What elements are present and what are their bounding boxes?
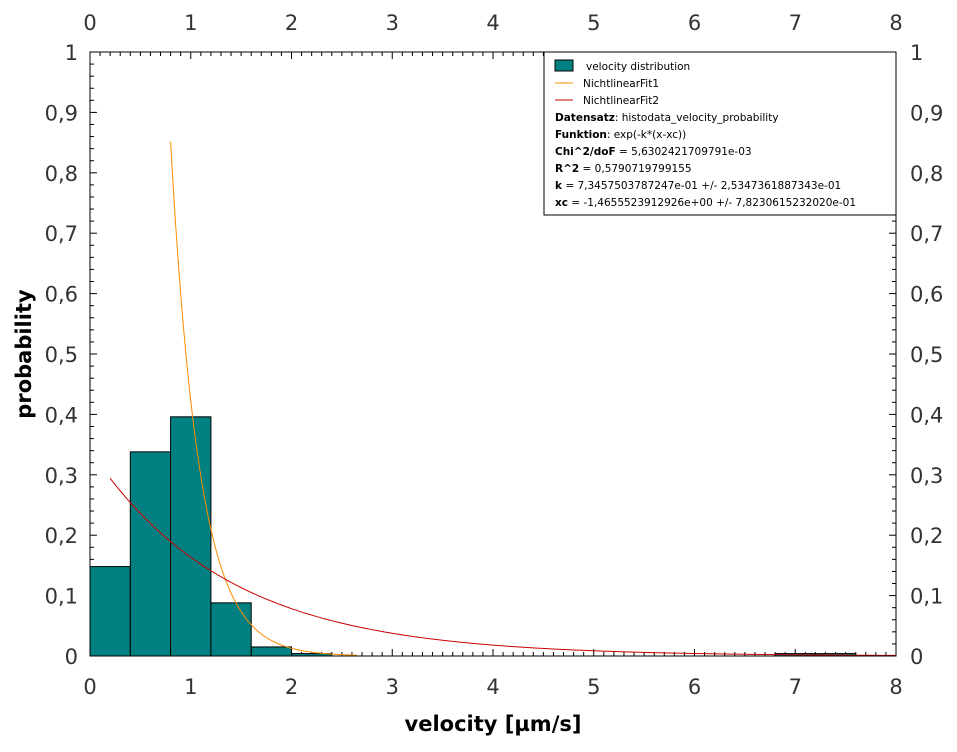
x-tick-label-bottom: 1: [184, 675, 197, 699]
x-tick-label-top: 1: [184, 11, 197, 35]
x-tick-label-top: 0: [83, 11, 96, 35]
y-tick-label-right: 0,5: [910, 343, 943, 367]
x-tick-label-top: 3: [386, 11, 399, 35]
legend-label: velocity distribution: [586, 61, 690, 73]
y-tick-label-right: 1: [910, 41, 923, 65]
x-tick-label-top: 5: [587, 11, 600, 35]
x-tick-label-bottom: 6: [688, 675, 701, 699]
fit-curves: [109, 141, 897, 656]
x-tick-label-top: 4: [486, 11, 499, 35]
legend: velocity distribution NichtlinearFit1 Nich…: [543, 51, 897, 216]
x-tick-label-bottom: 3: [386, 675, 399, 699]
x-tick-label-bottom: 7: [789, 675, 802, 699]
legend-stat: Funktion: exp(-k*(x-xc)): [555, 129, 686, 141]
x-tick-label-bottom: 8: [889, 675, 902, 699]
y-tick-label-left: 0,6: [45, 283, 78, 307]
histogram-bar: [170, 416, 212, 657]
x-axis-title: velocity [µm/s]: [405, 712, 582, 736]
histogram-bar: [250, 646, 292, 657]
y-tick-label-right: 0,9: [910, 101, 943, 125]
y-tick-label-right: 0,1: [910, 585, 943, 609]
legend-stat: k = 7,3457503787247e-01 +/- 2,5347361887…: [555, 180, 841, 192]
y-tick-label-right: 0,4: [910, 403, 943, 427]
fit-curve: [109, 477, 897, 656]
legend-stat: Datensatz: histodata_velocity_probabilit…: [555, 112, 779, 124]
x-tick-label-bottom: 2: [285, 675, 298, 699]
x-tick-label-top: 7: [789, 11, 802, 35]
y-tick-label-left: 0,5: [45, 343, 78, 367]
y-tick-label-right: 0,8: [910, 162, 943, 186]
legend-swatch: [554, 59, 574, 72]
y-tick-label-left: 0,4: [45, 403, 78, 427]
x-tick-label-bottom: 0: [83, 675, 96, 699]
y-tick-label-left: 0,9: [45, 101, 78, 125]
plot-frame: [89, 51, 897, 657]
y-tick-label-right: 0,6: [910, 283, 943, 307]
histogram-bar: [89, 566, 131, 657]
y-tick-label-right: 0,2: [910, 524, 943, 548]
y-tick-label-right: 0,3: [910, 464, 943, 488]
histogram-bar: [129, 451, 172, 657]
y-axis-title: probability: [12, 289, 36, 419]
y-tick-label-left: 0,8: [45, 162, 78, 186]
x-tick-label-top: 2: [285, 11, 298, 35]
histogram-bars: [89, 416, 857, 657]
histogram-bar: [210, 602, 252, 657]
y-tick-label-right: 0,7: [910, 222, 943, 246]
x-tick-label-bottom: 4: [486, 675, 499, 699]
legend-box: [543, 51, 897, 216]
y-tick-label-left: 0,2: [45, 524, 78, 548]
y-tick-label-left: 0,3: [45, 464, 78, 488]
y-tick-label-left: 1: [65, 41, 78, 65]
x-tick-label-bottom: 5: [587, 675, 600, 699]
x-tick-label-top: 8: [889, 11, 902, 35]
legend-stat: R^2 = 0,5790719799155: [555, 163, 692, 175]
y-tick-label-left: 0: [65, 645, 78, 669]
fit-curve: [170, 141, 358, 656]
legend-stat: xc = -1,4655523912926e+00 +/- 7,82306152…: [555, 197, 856, 209]
x-tick-label-top: 6: [688, 11, 701, 35]
legend-label: NichtlinearFit2: [583, 95, 659, 107]
legend-label: NichtlinearFit1: [583, 78, 659, 90]
y-tick-label-left: 0,7: [45, 222, 78, 246]
y-tick-label-left: 0,1: [45, 585, 78, 609]
legend-stat: Chi^2/doF = 5,6302421709791e-03: [555, 146, 752, 158]
y-tick-label-right: 0: [910, 645, 923, 669]
